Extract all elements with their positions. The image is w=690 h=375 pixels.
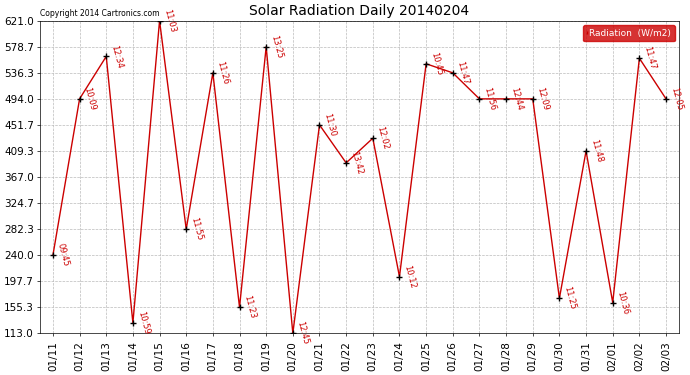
Text: 09:45: 09:45 (56, 243, 70, 268)
Text: 11:03: 11:03 (162, 8, 177, 33)
Text: Copyright 2014 Cartronics.com: Copyright 2014 Cartronics.com (39, 9, 159, 18)
Text: 12:34: 12:34 (109, 44, 124, 69)
Title: Solar Radiation Daily 20140204: Solar Radiation Daily 20140204 (249, 4, 469, 18)
Text: 11:48: 11:48 (589, 138, 604, 164)
Text: 10:12: 10:12 (402, 264, 417, 290)
Text: 10:45: 10:45 (429, 51, 444, 76)
Legend: Radiation  (W/m2): Radiation (W/m2) (583, 25, 675, 42)
Text: 12:02: 12:02 (375, 126, 391, 151)
Text: 11:47: 11:47 (455, 60, 471, 86)
Text: 11:26: 11:26 (216, 60, 230, 86)
Text: 11:47: 11:47 (642, 46, 657, 71)
Text: 10:36: 10:36 (615, 290, 631, 315)
Text: 12:05: 12:05 (669, 86, 684, 111)
Text: 11:25: 11:25 (562, 286, 577, 311)
Text: 11:56: 11:56 (482, 86, 497, 112)
Text: 13:42: 13:42 (349, 150, 364, 176)
Text: 12:44: 12:44 (509, 86, 524, 111)
Text: 12:09: 12:09 (535, 86, 551, 111)
Text: 10:09: 10:09 (82, 86, 97, 111)
Text: 12:45: 12:45 (295, 321, 310, 346)
Text: 11:55: 11:55 (189, 216, 204, 242)
Text: 10:59: 10:59 (136, 310, 150, 336)
Text: 13:25: 13:25 (269, 34, 284, 60)
Text: 11:23: 11:23 (242, 295, 257, 320)
Text: 11:30: 11:30 (322, 112, 337, 138)
